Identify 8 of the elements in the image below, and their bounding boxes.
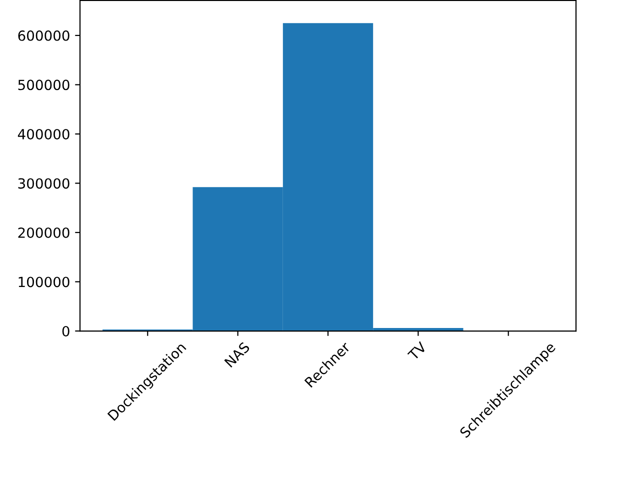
- y-tick-label: 600000: [18, 30, 70, 41]
- x-tick-label: TV: [407, 341, 428, 361]
- y-tick-label: 100000: [18, 276, 70, 288]
- y-tick-label: 200000: [18, 227, 70, 238]
- y-tick-label: 300000: [18, 178, 70, 189]
- y-tick-label: 500000: [18, 80, 70, 90]
- y-tick-label: 400000: [18, 128, 70, 140]
- y-tick-label: 0: [62, 326, 70, 336]
